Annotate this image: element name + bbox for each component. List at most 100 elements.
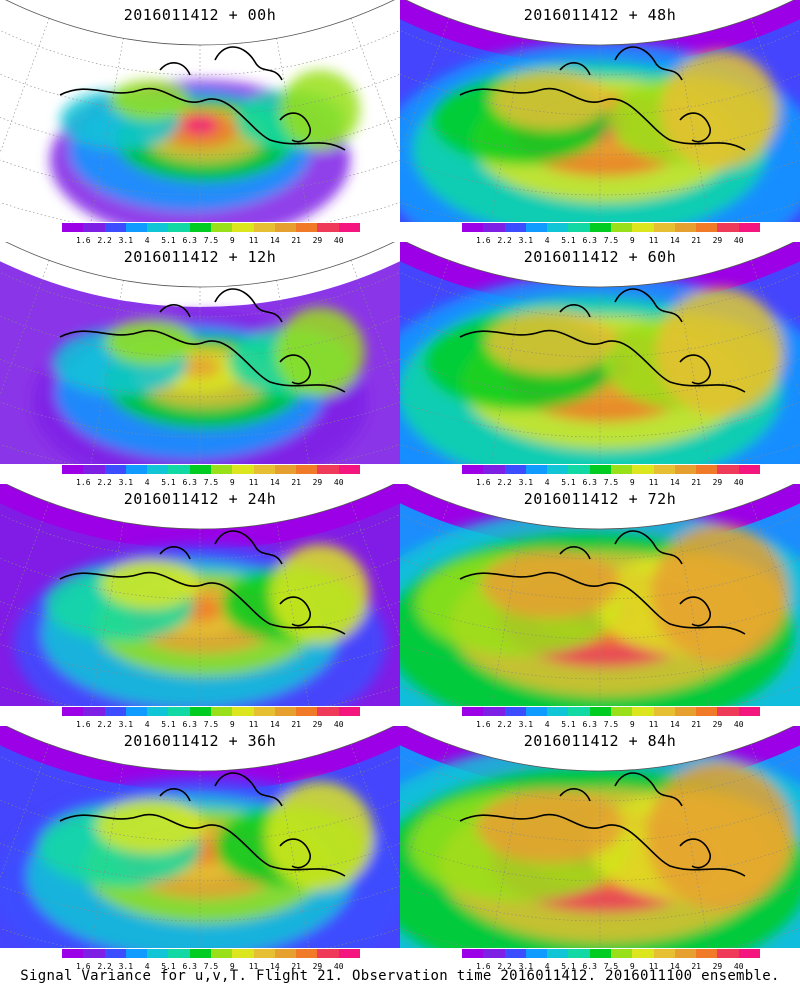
colorbar-swatch	[317, 949, 339, 958]
colorbar-swatch	[210, 223, 233, 232]
colorbar-swatch	[674, 465, 697, 474]
colorbar-swatch	[589, 707, 611, 716]
colorbar-swatch	[232, 949, 254, 958]
colorbar-swatch	[147, 223, 169, 232]
colorbar-tick-label: 21	[291, 478, 301, 487]
colorbar-swatch	[147, 465, 169, 474]
coastline	[459, 288, 746, 393]
colorbar-tick-label: 9	[229, 478, 235, 487]
colorbar-swatch	[483, 949, 505, 958]
colorbar-swatch	[653, 223, 675, 232]
colorbar-tick-label: 40	[333, 236, 344, 245]
colorbar-swatch	[483, 465, 505, 474]
colorbar-tick-label: 21	[691, 962, 701, 971]
coastline	[459, 772, 746, 877]
colorbar-swatch	[738, 949, 760, 958]
colorbar-tick-label: 29	[312, 720, 323, 729]
colorbar-tick-label: 7.5	[203, 720, 219, 729]
colorbar-tick-label: 29	[712, 962, 723, 971]
colorbar-swatch	[674, 223, 697, 232]
colorbar-swatch	[589, 465, 611, 474]
colorbar-tick-label: 21	[691, 478, 701, 487]
colorbar-swatch	[104, 707, 126, 716]
variance-map	[400, 242, 800, 464]
colorbar-swatch	[317, 707, 339, 716]
colorbar-tick-label: 9	[229, 236, 235, 245]
colorbar-tick-label: 1.6	[476, 962, 491, 971]
colorbar-labels: 1.6 2.2 3.1 4 5.1 6.3 7.5 9 11 14 21 29 40	[462, 236, 760, 246]
colorbar-tick-label: 3.1	[118, 720, 134, 729]
colorbar-swatch	[717, 707, 739, 716]
colorbar-tick-label: 21	[691, 236, 701, 245]
colorbar-swatch	[717, 949, 739, 958]
coastline	[59, 288, 346, 393]
colorbar-swatch	[168, 223, 190, 232]
colorbar-tick-label: 2.2	[97, 962, 112, 971]
colorbar-tick-label: 5.1	[561, 720, 576, 729]
colorbar-tick-label: 40	[733, 236, 744, 245]
colorbar-tick-label: 2.2	[97, 236, 112, 245]
colorbar-swatch	[504, 465, 526, 474]
colorbar-swatch	[189, 707, 211, 716]
colorbar-tick-label: 14	[270, 236, 280, 245]
colorbar-tick-label: 6.3	[582, 478, 597, 487]
colorbar-labels: 1.6 2.2 3.1 4 5.1 6.3 7.5 9 11 14 21 29 40	[462, 962, 760, 972]
variance-map	[400, 484, 800, 706]
colorbar-swatch	[738, 223, 760, 232]
colorbar-swatch	[253, 223, 275, 232]
colorbar-tick-label: 14	[670, 236, 680, 245]
colorbar-tick-label: 9	[629, 236, 635, 245]
colorbar-swatch	[83, 707, 105, 716]
colorbar-tick-label: 11	[248, 478, 259, 487]
coastline	[59, 530, 346, 635]
colorbar-swatch	[296, 707, 318, 716]
colorbar-swatch	[696, 949, 718, 958]
colorbar-tick-label: 6.3	[182, 236, 197, 245]
colorbar-tick-label: 7.5	[603, 962, 619, 971]
panel-title: 2016011412 + 84h	[523, 732, 677, 750]
colorbar-tick-label: 21	[291, 236, 301, 245]
colorbar-swatch	[253, 465, 275, 474]
colorbar-swatch	[696, 465, 718, 474]
colorbar-swatch	[125, 949, 148, 958]
colorbar-tick-label: 40	[733, 962, 744, 971]
colorbar-tick-label: 4	[144, 720, 150, 729]
map-panel-p36: 2016011412 + 36h 1.6 2.2 3.1 4 5.1 6.3 7.5 9 11 14…	[0, 726, 400, 971]
colorbar-swatch	[632, 949, 654, 958]
colorbar-tick-label: 29	[712, 478, 723, 487]
colorbar-swatch	[147, 949, 169, 958]
colorbar-tick-label: 29	[712, 720, 723, 729]
colorbar-swatch	[632, 707, 654, 716]
colorbar-tick-label: 2.2	[497, 478, 512, 487]
colorbar-tick-label: 6.3	[182, 478, 197, 487]
colorbar-tick-label: 5.1	[161, 236, 176, 245]
colorbar-tick-label: 2.2	[97, 720, 112, 729]
colorbar-tick-label: 29	[712, 236, 723, 245]
colorbar-labels: 1.6 2.2 3.1 4 5.1 6.3 7.5 9 11 14 21 29 40	[462, 720, 760, 730]
colorbar-tick-label: 40	[333, 478, 344, 487]
colorbar-tick-label: 2.2	[497, 236, 512, 245]
colorbar-swatch	[317, 223, 339, 232]
colorbar-tick-label: 40	[333, 720, 344, 729]
colorbar-swatch	[147, 707, 169, 716]
colorbar-tick-label: 6.3	[182, 962, 197, 971]
colorbar-tick-label: 5.1	[561, 962, 576, 971]
colorbar	[62, 949, 360, 958]
colorbar-tick-label: 40	[733, 720, 744, 729]
colorbar-swatch	[210, 949, 233, 958]
colorbar-swatch	[525, 949, 548, 958]
colorbar-tick-label: 11	[248, 720, 259, 729]
colorbar-tick-label: 2.2	[97, 478, 112, 487]
colorbar-tick-label: 11	[248, 962, 259, 971]
colorbar-swatch	[189, 465, 211, 474]
colorbar-tick-label: 9	[629, 962, 635, 971]
colorbar-swatch	[168, 707, 190, 716]
colorbar-tick-label: 6.3	[582, 720, 597, 729]
map-panel-p72: 2016011412 + 72h 1.6 2.2 3.1 4 5.1 6.3 7.5 9 11 14…	[400, 484, 800, 729]
colorbar-tick-label: 2.2	[497, 720, 512, 729]
variance-map	[400, 0, 800, 222]
coastline	[59, 46, 346, 151]
colorbar-swatch	[610, 223, 633, 232]
colorbar-tick-label: 7.5	[203, 962, 219, 971]
colorbar-swatch	[717, 223, 739, 232]
